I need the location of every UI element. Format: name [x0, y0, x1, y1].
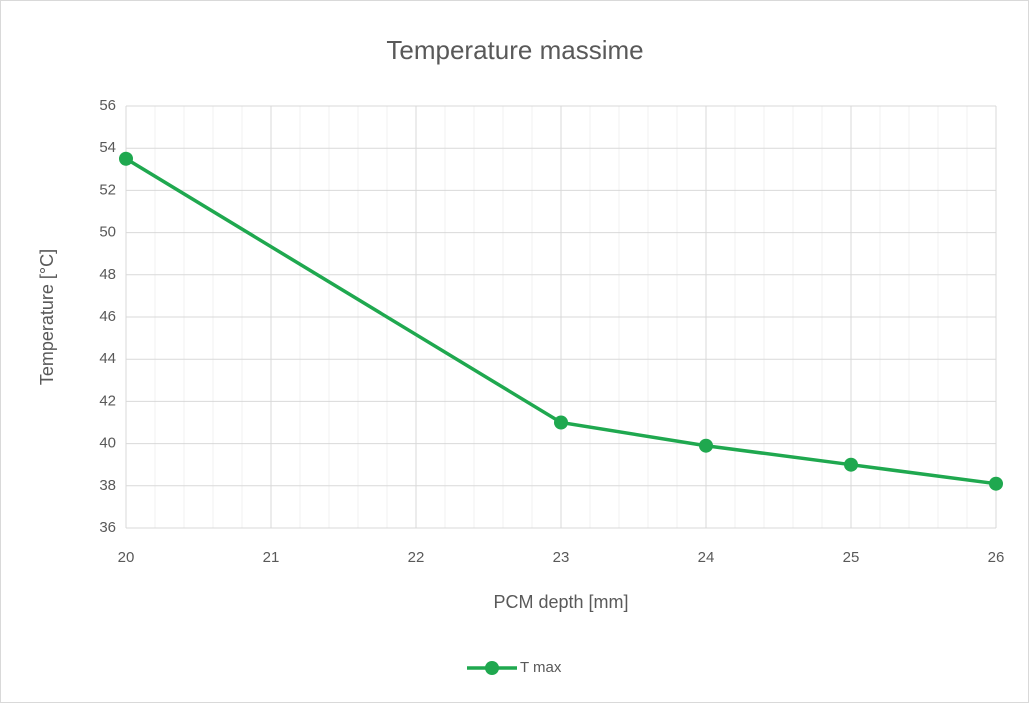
x-tick-label: 23 — [553, 549, 570, 566]
y-tick-label: 44 — [99, 350, 116, 367]
x-tick-label: 22 — [408, 549, 425, 566]
plot — [119, 151, 1003, 491]
x-axis-label: PCM depth [mm] — [493, 592, 628, 612]
y-tick-label: 46 — [99, 308, 116, 325]
y-tick-label: 36 — [99, 519, 116, 536]
y-tick-label: 48 — [99, 266, 116, 283]
y-tick-label: 50 — [99, 224, 116, 241]
legend-label: T max — [520, 659, 562, 676]
data-point — [844, 457, 858, 472]
grid — [125, 105, 997, 529]
x-tick-label: 26 — [988, 549, 1005, 566]
data-point — [699, 438, 713, 453]
x-tick-label: 24 — [698, 549, 715, 566]
y-tick-label: 40 — [99, 435, 116, 452]
chart-title: Temperature massime — [386, 35, 643, 65]
data-point — [119, 151, 133, 166]
y-tick-label: 56 — [99, 97, 116, 114]
y-tick-label: 42 — [99, 392, 116, 409]
y-tick-label: 38 — [99, 477, 116, 494]
y-tick-label: 54 — [99, 139, 116, 156]
x-tick-label: 21 — [263, 549, 280, 566]
y-axis-label: Temperature [°C] — [37, 249, 57, 385]
data-point — [989, 476, 1003, 491]
data-point — [554, 415, 568, 430]
x-tick-label: 20 — [118, 549, 135, 566]
x-tick-label: 25 — [843, 549, 860, 566]
y-tick-label: 52 — [99, 181, 116, 198]
legend-marker — [485, 661, 499, 675]
